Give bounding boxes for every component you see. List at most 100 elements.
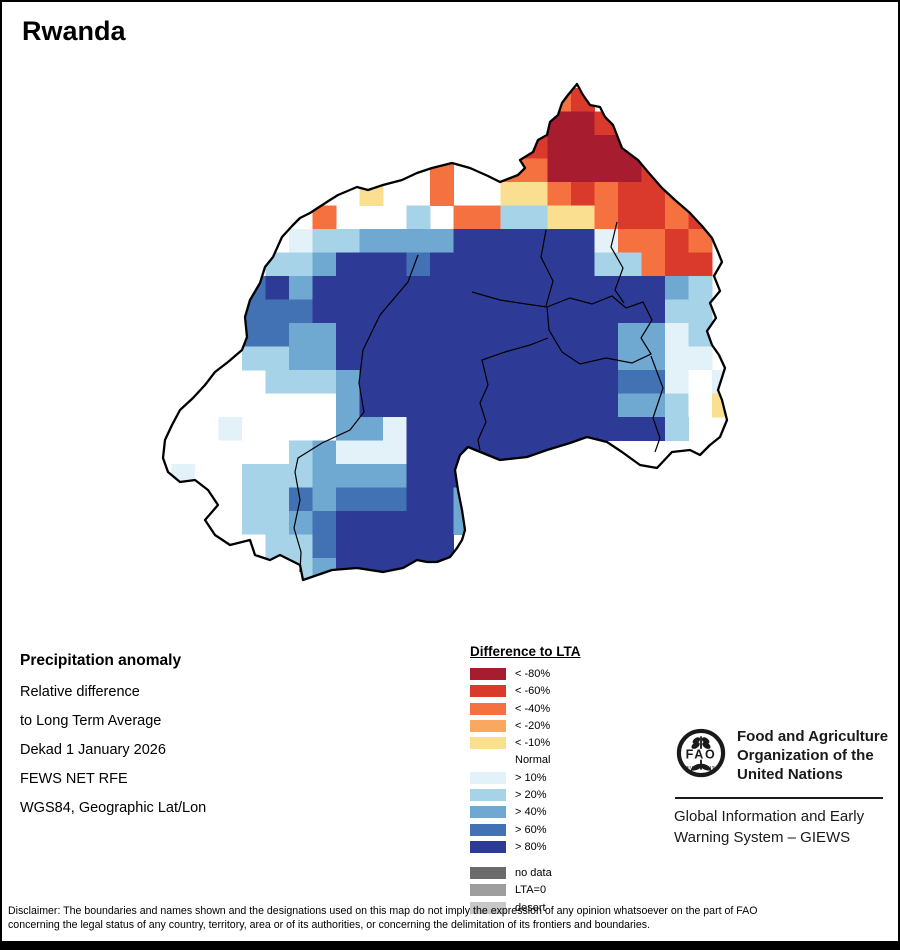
raster-cell bbox=[336, 276, 360, 300]
raster-cell bbox=[571, 111, 595, 136]
legend-label: > 80% bbox=[515, 840, 547, 853]
raster-cell bbox=[406, 440, 431, 465]
raster-cell bbox=[195, 534, 219, 559]
fao-org-line: Organization of the bbox=[737, 747, 874, 764]
raster-cell bbox=[500, 440, 525, 465]
legend-label: < -10% bbox=[515, 737, 551, 750]
raster-cell bbox=[218, 511, 243, 535]
raster-cell bbox=[265, 487, 290, 512]
legend-label: > 40% bbox=[515, 806, 547, 819]
raster-cell bbox=[430, 158, 454, 183]
raster-cell bbox=[665, 323, 689, 347]
raster-cell bbox=[618, 229, 642, 253]
raster-cell bbox=[336, 299, 360, 324]
raster-cell bbox=[195, 464, 219, 488]
raster-cell bbox=[641, 370, 666, 394]
legend-item: > 20% bbox=[470, 789, 670, 802]
raster-cell bbox=[265, 346, 290, 371]
giews-line: Global Information and Early bbox=[674, 808, 865, 825]
raster-cell bbox=[265, 323, 290, 347]
raster-cell bbox=[242, 417, 266, 441]
raster-cell bbox=[500, 346, 525, 371]
legend-item: Normal bbox=[470, 754, 670, 766]
raster-cell bbox=[571, 417, 595, 441]
legend-swatch bbox=[470, 685, 506, 698]
raster-cell bbox=[477, 346, 501, 371]
legend-item: > 80% bbox=[470, 840, 670, 853]
legend-swatch bbox=[470, 840, 506, 853]
page-title: Rwanda bbox=[22, 16, 126, 46]
raster-cell bbox=[242, 464, 266, 488]
raster-cell bbox=[453, 205, 478, 230]
raster-cell bbox=[665, 229, 689, 253]
legend-swatch bbox=[470, 702, 506, 715]
raster-cell bbox=[406, 393, 431, 418]
raster-cell bbox=[359, 252, 384, 277]
raster-cell bbox=[383, 487, 407, 512]
raster-cell bbox=[359, 534, 384, 559]
disclaimer-line: concerning the legal status of any count… bbox=[8, 918, 651, 931]
raster-cell bbox=[242, 487, 266, 512]
raster-cell bbox=[312, 370, 337, 394]
fao-org-line: United Nations bbox=[737, 766, 843, 783]
district-borders bbox=[293, 221, 664, 573]
raster-cell bbox=[242, 393, 266, 418]
raster-cell bbox=[383, 534, 407, 559]
raster-cell bbox=[359, 487, 384, 512]
raster-cell bbox=[665, 158, 689, 183]
raster-cell bbox=[242, 276, 266, 300]
raster-cell bbox=[289, 346, 313, 371]
raster-cell bbox=[383, 323, 407, 347]
raster-cell bbox=[171, 511, 196, 535]
fao-divider bbox=[675, 797, 883, 799]
description-line: FEWS NET RFE bbox=[20, 771, 128, 787]
raster-cell bbox=[312, 393, 337, 418]
raster-cell bbox=[547, 111, 572, 136]
raster-cell bbox=[430, 464, 454, 488]
raster-cell bbox=[618, 205, 642, 230]
description-line: WGS84, Geographic Lat/Lon bbox=[20, 800, 207, 816]
raster-cell bbox=[265, 276, 290, 300]
raster-cell bbox=[430, 440, 454, 465]
legend-label: desert bbox=[515, 901, 546, 914]
raster-cell bbox=[477, 276, 501, 300]
legend-label: > 60% bbox=[515, 823, 547, 836]
raster-cell bbox=[594, 135, 619, 159]
raster-cell bbox=[500, 229, 525, 253]
legend-items: < -80% < -60% < -40% < -20% < -10% Normal > 10… bbox=[470, 668, 670, 853]
raster-cell bbox=[571, 346, 595, 371]
legend-label: < -40% bbox=[515, 702, 551, 715]
raster-cell bbox=[547, 205, 572, 230]
raster-cell bbox=[594, 299, 619, 324]
description-line: Dekad 1 January 2026 bbox=[20, 742, 166, 758]
legend-item: < -20% bbox=[470, 719, 670, 732]
raster-cell bbox=[242, 511, 266, 535]
raster-cell bbox=[289, 534, 313, 559]
raster-cell bbox=[477, 229, 501, 253]
raster-cell bbox=[218, 393, 243, 418]
raster-cell bbox=[359, 346, 384, 371]
raster-cell bbox=[406, 323, 431, 347]
legend-item: < -10% bbox=[470, 737, 670, 750]
description-line: to Long Term Average bbox=[20, 713, 162, 729]
legend-label: Normal bbox=[515, 754, 551, 767]
raster-cell bbox=[641, 393, 666, 418]
raster-cell bbox=[688, 252, 713, 277]
raster-cell bbox=[594, 393, 619, 418]
raster-cell bbox=[524, 229, 548, 253]
raster-cell bbox=[265, 440, 290, 465]
raster-cell bbox=[500, 299, 525, 324]
raster-cell bbox=[242, 440, 266, 465]
raster-cell bbox=[453, 393, 478, 418]
raster-cell bbox=[641, 229, 666, 253]
raster-cell bbox=[218, 534, 243, 559]
raster-cell bbox=[383, 229, 407, 253]
legend-item: desert bbox=[470, 901, 670, 914]
raster-cell bbox=[618, 158, 642, 183]
raster-cell bbox=[594, 182, 619, 206]
raster-cell bbox=[665, 205, 689, 230]
raster-cell bbox=[406, 534, 431, 559]
raster-cell bbox=[618, 252, 642, 277]
raster-cell bbox=[359, 323, 384, 347]
